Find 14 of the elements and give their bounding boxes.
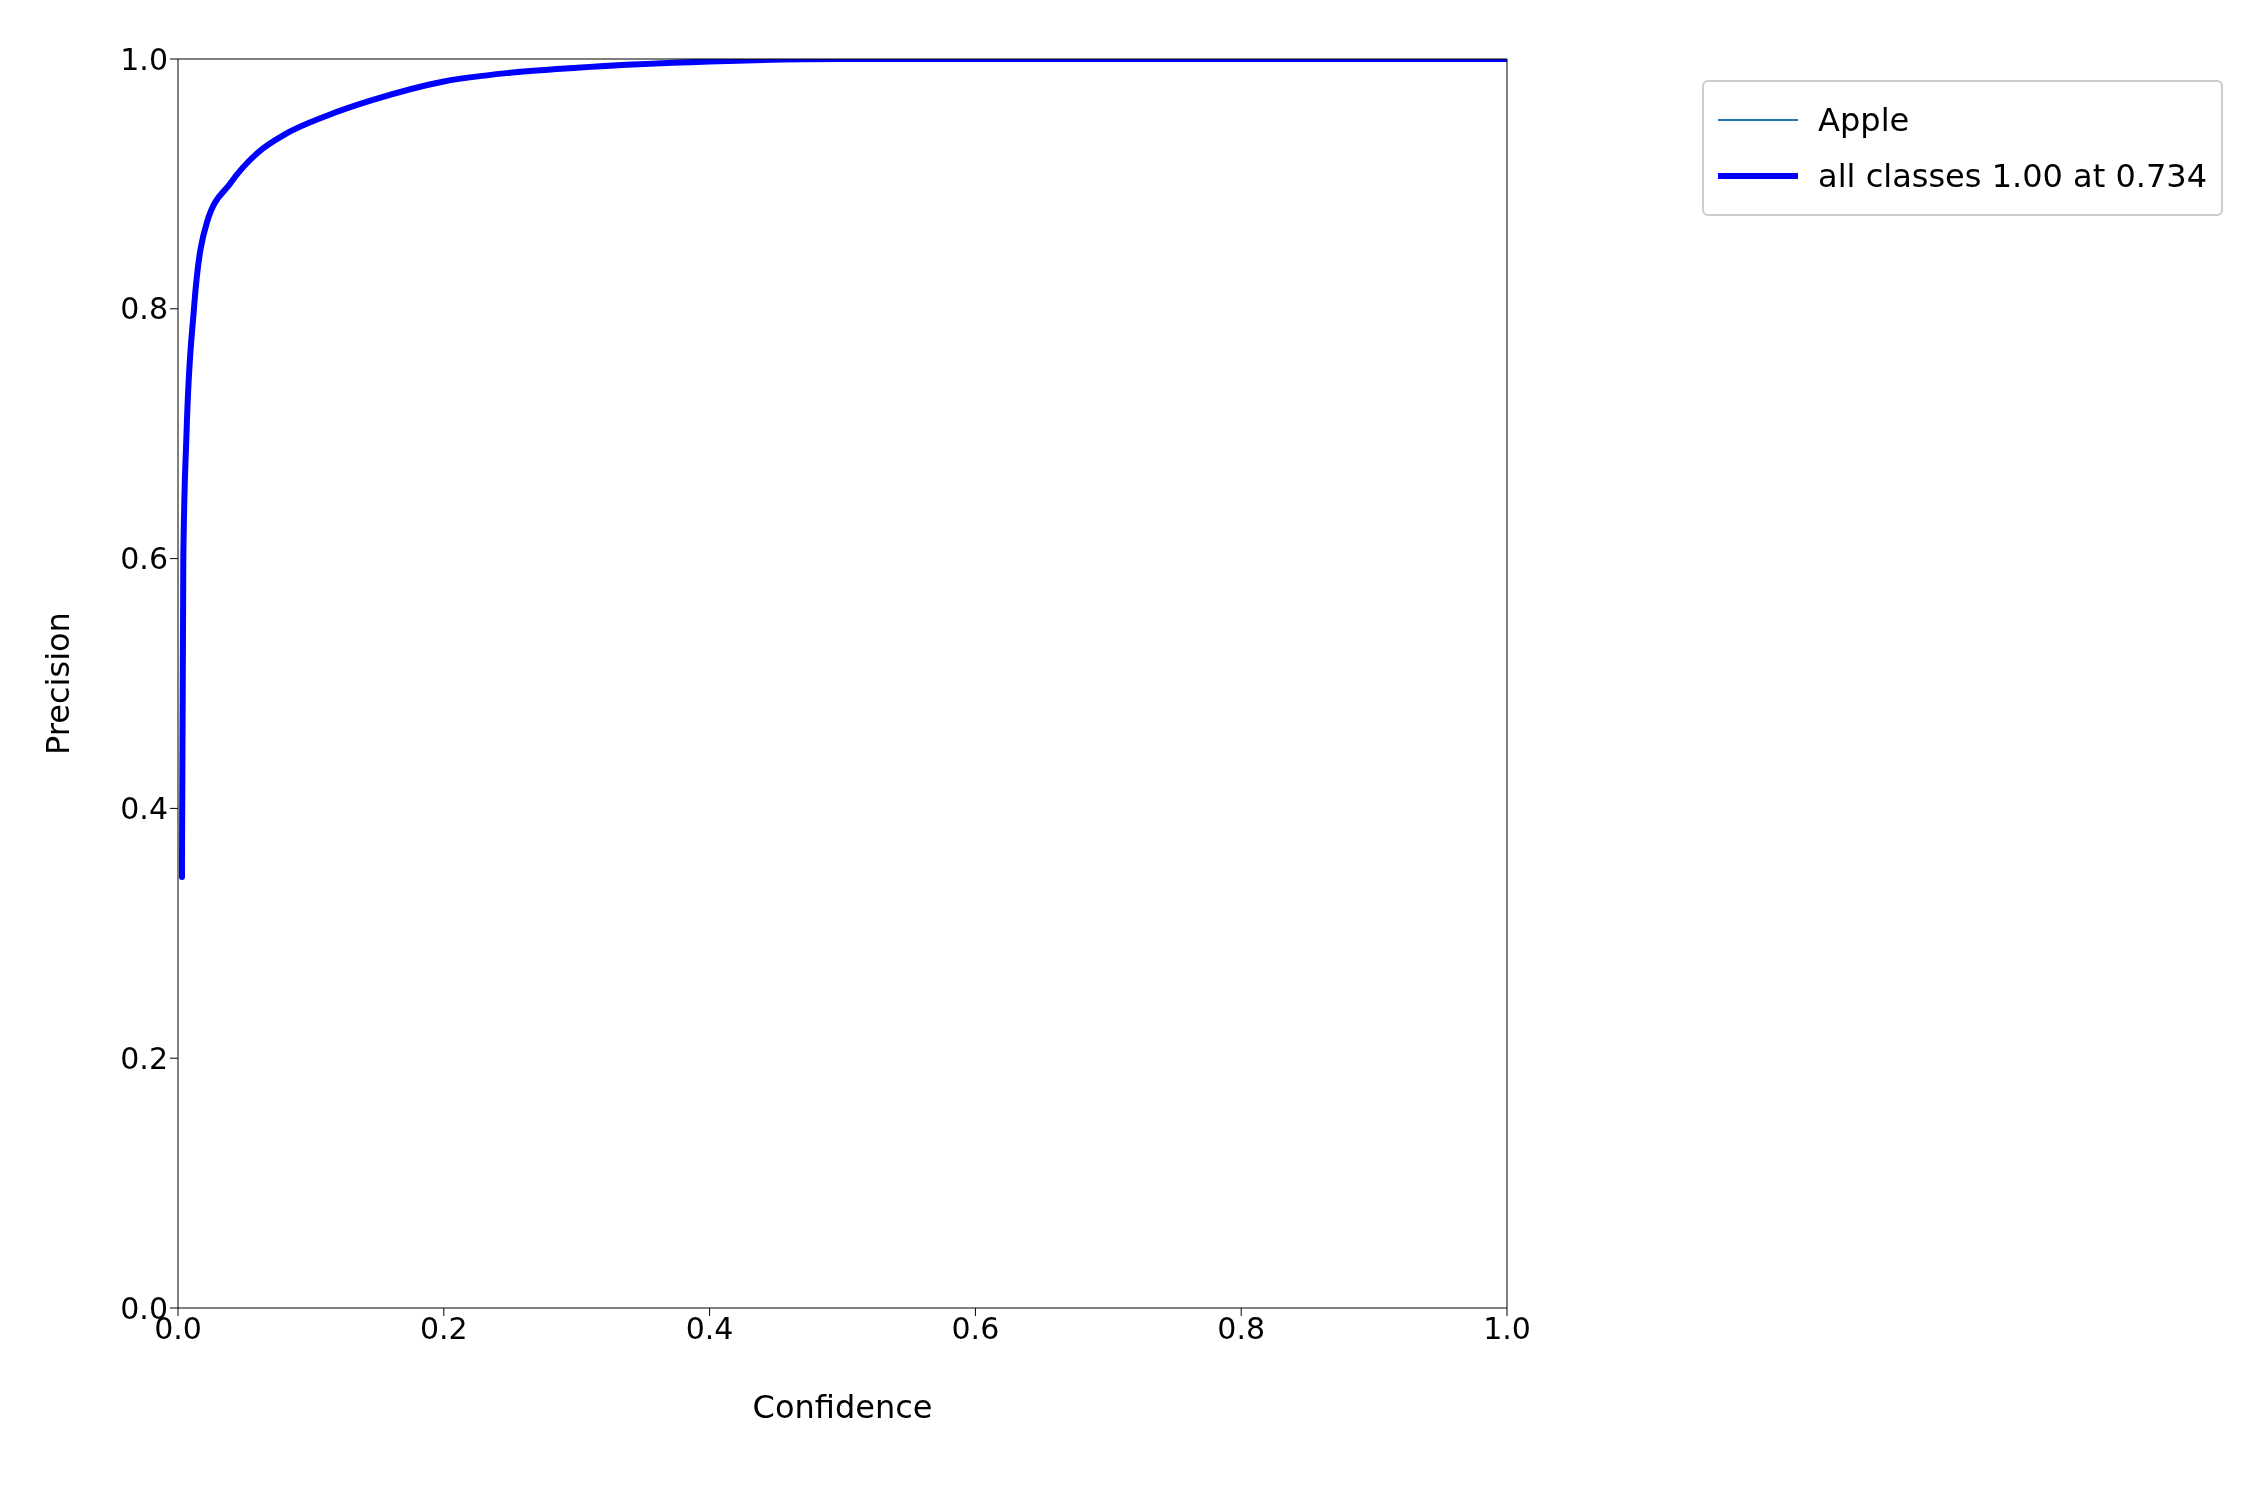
x-tick-label: 0.2 [419,1311,468,1347]
x-tick-label: 0.8 [1217,1311,1266,1347]
y-tick-label: 0.4 [120,791,168,827]
legend-label: Apple [1818,101,1910,139]
x-tick-label: 0.6 [951,1311,1000,1347]
y-axis-title: Precision [39,612,78,755]
x-axis-title: Confidence [752,1388,933,1426]
y-tick-label: 1.0 [120,41,168,77]
y-tick-label: 0.6 [120,541,168,577]
x-tick-label: 0.4 [685,1311,734,1347]
y-tick-label: 0.2 [120,1040,168,1076]
y-tick-label: 0.8 [120,291,168,327]
legend-label: all classes 1.00 at 0.734 [1818,157,2207,195]
x-tick-label: 1.0 [1483,1311,1531,1347]
